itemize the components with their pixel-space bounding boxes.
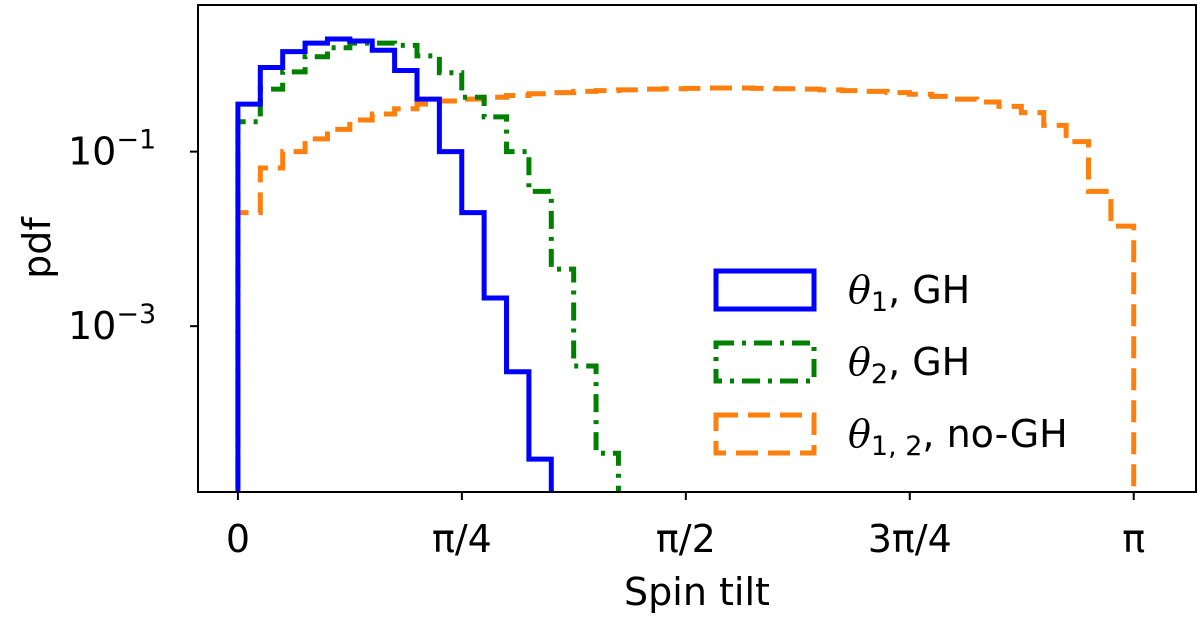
series-1-histogram (235, 40, 621, 492)
series-2-histogram (235, 85, 1137, 492)
x-tick-label-0: 0 (226, 517, 250, 561)
legend: θ1, GH θ2, GH θ1, 2, no-GH (713, 268, 1068, 462)
legend-swatch-0 (713, 268, 817, 312)
x-tick-label-2: π/2 (656, 517, 716, 561)
legend-swatch-1 (713, 340, 817, 384)
legend-label-2: θ1, 2, no-GH (848, 412, 1068, 462)
legend-label-1: θ2, GH (848, 340, 970, 390)
y-tick-label-0: 10−1 (68, 125, 156, 174)
series-layer (235, 36, 1137, 492)
x-tick-label-1: π/4 (432, 517, 492, 561)
x-axis-label: Spin tilt (624, 570, 770, 614)
y-axis-label: pdf (15, 216, 59, 279)
legend-swatch-2 (713, 412, 817, 456)
x-tick-label-3: 3π/4 (868, 517, 952, 561)
x-tick-label-4: π (1122, 517, 1145, 561)
y-axis-ticks: 10−1 10−3 (68, 125, 198, 348)
plot-area-frame (197, 4, 1197, 493)
y-tick-label-1: 10−3 (68, 299, 156, 348)
legend-label-0: θ1, GH (848, 268, 970, 318)
x-axis-ticks: 0 π/4 π/2 3π/4 π (226, 492, 1145, 561)
series-0-histogram (235, 36, 577, 492)
